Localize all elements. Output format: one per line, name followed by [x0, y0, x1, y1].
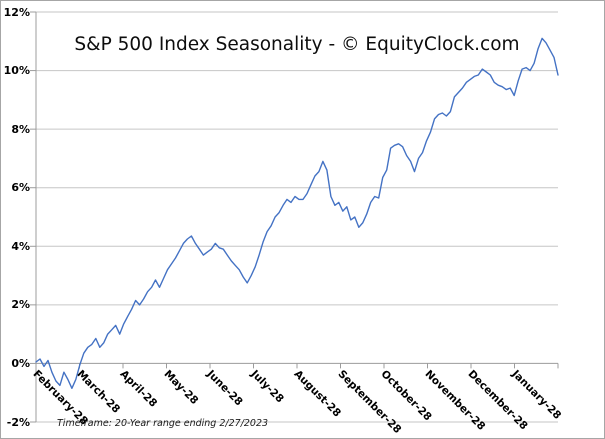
y-axis-label: -2%: [6, 415, 30, 429]
y-axis-label: 8%: [11, 122, 30, 136]
y-axis-label: 2%: [11, 298, 30, 312]
timeframe-note: Timeframe: 20-Year range ending 2/27/202…: [57, 418, 269, 429]
chart-title: S&P 500 Index Seasonality - © EquityCloc…: [74, 34, 520, 55]
y-axis-label: 10%: [3, 64, 30, 78]
y-axis-label: 6%: [11, 181, 30, 195]
y-axis-label: 4%: [11, 239, 30, 253]
y-axis-label: 0%: [11, 356, 30, 370]
series-line: [35, 37, 559, 389]
y-axis-label: 12%: [3, 5, 30, 19]
